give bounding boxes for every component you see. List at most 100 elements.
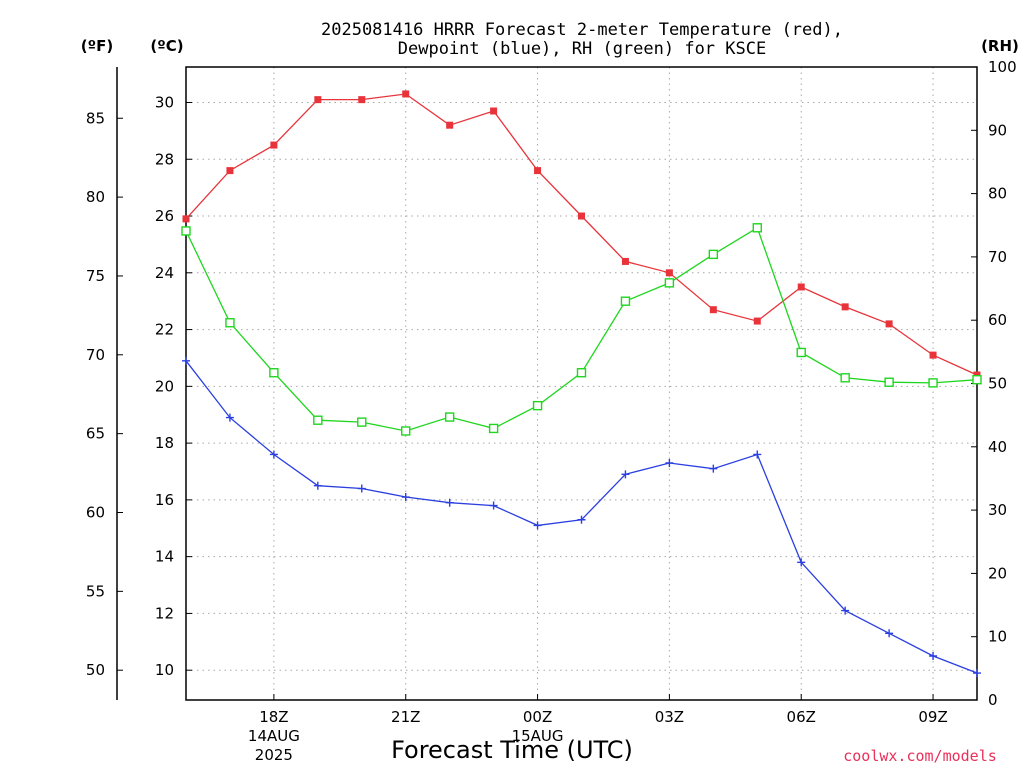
dewpoint-point: [225, 413, 234, 422]
temperature-point: [929, 351, 937, 359]
temperature-point: [358, 96, 366, 104]
x-tick-label: 21Z: [391, 708, 420, 726]
credit-link[interactable]: coolwx.com/models: [843, 747, 997, 765]
data-series: [181, 90, 982, 678]
dewpoint-point: [797, 558, 806, 567]
celsius-unit-label: (ºC): [150, 37, 183, 55]
rh-point: [840, 373, 850, 383]
celsius-tick-label: 10: [155, 661, 174, 679]
temperature-point: [446, 121, 454, 129]
dewpoint-point: [753, 450, 762, 459]
rh-point: [620, 296, 631, 306]
rh-tick-label: 100: [988, 58, 1017, 76]
rh-point: [488, 423, 499, 434]
fahrenheit-tick-label: 60: [86, 503, 105, 521]
rh-point: [972, 375, 982, 385]
rh-tick-label: 10: [988, 628, 1007, 646]
dewpoint-point: [929, 652, 938, 661]
rh-tick-label: 90: [988, 121, 1007, 139]
rh-tick-label: 20: [988, 564, 1007, 582]
dewpoint-point: [182, 356, 190, 365]
x-tick-label: 00Z: [523, 708, 552, 726]
rh-tick-label: 60: [988, 311, 1007, 329]
dewpoint-point: [489, 501, 498, 510]
plot-frame: [185, 66, 978, 701]
rh-point: [796, 347, 806, 358]
rh-series: [181, 223, 982, 436]
dewpoint-point: [313, 481, 322, 490]
fahrenheit-tick-label: 65: [86, 425, 105, 443]
dewpoint-point: [577, 515, 586, 524]
rh-point: [752, 223, 762, 233]
chart-title-line-2: Dewpoint (blue), RH (green) for KSCE: [398, 39, 766, 59]
rh-tick-label: 40: [988, 438, 1007, 456]
rh-tick-label: 70: [988, 248, 1007, 266]
temperature-point: [314, 96, 322, 104]
rh-point: [928, 378, 938, 388]
rh-point: [401, 426, 411, 436]
temperature-point: [841, 303, 849, 311]
fahrenheit-tick-label: 55: [86, 582, 105, 600]
x-tick-label: 18Z: [259, 708, 288, 726]
x-date-label: 2025: [255, 746, 293, 764]
x-tick-label: 09Z: [918, 708, 947, 726]
temperature-point: [490, 107, 498, 115]
celsius-tick-label: 12: [155, 604, 174, 622]
dewpoint-point: [357, 484, 366, 493]
celsius-tick-label: 18: [155, 434, 174, 452]
celsius-tick-label: 20: [155, 377, 174, 395]
rh-point: [269, 368, 279, 378]
temperature-point: [753, 317, 761, 325]
dewpoint-point: [533, 521, 542, 530]
rh-tick-label: 50: [988, 375, 1007, 393]
rh-point: [708, 249, 719, 260]
dewpoint-point: [973, 669, 981, 678]
dewpoint-point: [269, 450, 278, 459]
dewpoint-series: [182, 356, 981, 678]
celsius-tick-label: 30: [155, 93, 174, 111]
fahrenheit-tick-label: 50: [86, 661, 105, 679]
dewpoint-point: [401, 493, 410, 502]
x-date-label: 14AUG: [248, 727, 300, 745]
fahrenheit-tick-label: 80: [86, 188, 105, 206]
temperature-point: [402, 90, 410, 98]
rh-point: [357, 417, 367, 427]
temperature-series: [182, 90, 981, 379]
rh-point: [664, 278, 675, 288]
dewpoint-point: [445, 498, 454, 507]
dewpoint-point: [841, 606, 850, 615]
rh-tick-label: 30: [988, 501, 1007, 519]
celsius-tick-label: 22: [155, 321, 174, 339]
dewpoint-point: [665, 458, 674, 467]
temperature-point: [534, 167, 542, 175]
chart-title-line-1: 2025081416 HRRR Forecast 2-meter Tempera…: [321, 20, 843, 40]
temperature-point: [578, 212, 585, 220]
rh-point: [532, 400, 543, 411]
temperature-point: [621, 257, 629, 265]
tick-labels: 10 12 14 16 18 20 22 24 26 28 30 50 55 60 65 70 75 80 85 0 1…: [86, 58, 1017, 764]
celsius-tick-label: 26: [155, 207, 174, 225]
temperature-point: [797, 283, 805, 291]
rh-tick-label: 80: [988, 185, 1007, 203]
x-tick-label: 06Z: [787, 708, 816, 726]
temperature-point: [709, 306, 717, 314]
rh-point: [444, 412, 455, 422]
rh-point: [313, 415, 323, 425]
dewpoint-point: [621, 470, 630, 479]
fahrenheit-unit-label: (ºF): [81, 37, 113, 55]
rh-unit-label: (RH): [981, 37, 1019, 55]
temperature-point: [665, 269, 673, 277]
rh-point: [576, 368, 587, 378]
x-date-label: 15AUG: [512, 727, 564, 745]
x-axis-title: Forecast Time (UTC): [391, 736, 633, 764]
celsius-tick-label: 24: [155, 264, 174, 282]
fahrenheit-tick-label: 70: [86, 346, 105, 364]
celsius-tick-label: 16: [155, 491, 174, 509]
x-tick-label: 03Z: [655, 708, 684, 726]
celsius-tick-label: 28: [155, 150, 174, 168]
grid-lines: [186, 67, 977, 700]
dewpoint-point: [885, 629, 894, 638]
rh-tick-label: 0: [988, 691, 998, 709]
rh-point: [225, 318, 235, 328]
